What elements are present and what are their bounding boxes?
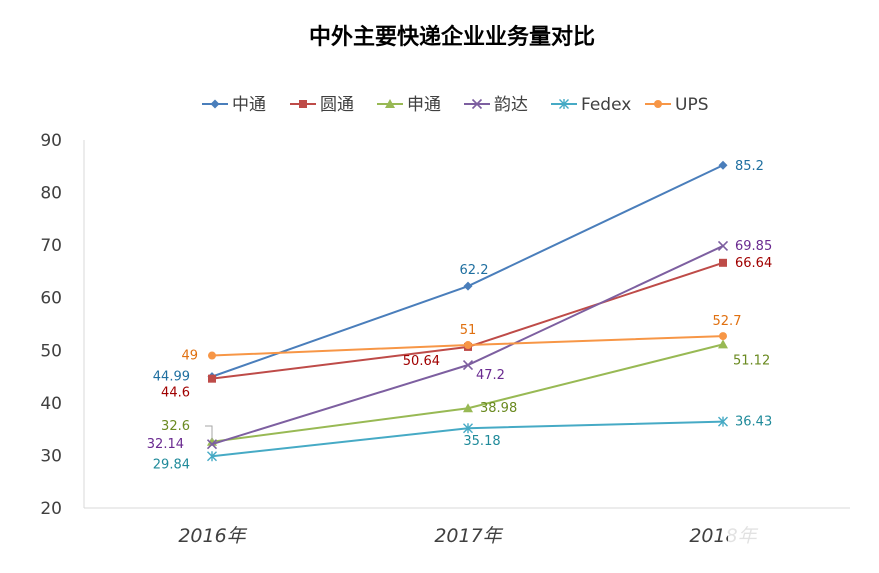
data-point bbox=[463, 403, 473, 413]
y-tick-label: 80 bbox=[40, 184, 62, 204]
legend-marker bbox=[654, 100, 662, 108]
legend-label: Fedex bbox=[581, 95, 631, 115]
data-point bbox=[462, 359, 474, 371]
legend-label: UPS bbox=[675, 95, 709, 115]
data-label: 62.2 bbox=[460, 263, 489, 278]
data-point bbox=[207, 451, 217, 462]
series-5 bbox=[208, 332, 727, 360]
legend-item: UPS bbox=[645, 95, 709, 115]
data-label: 85.2 bbox=[735, 159, 764, 174]
data-label: 32.6 bbox=[161, 419, 190, 434]
legend-marker bbox=[299, 100, 307, 108]
legend-item: 圆通 bbox=[290, 95, 354, 115]
legend-item: 韵达 bbox=[464, 95, 528, 115]
legend-label: 中通 bbox=[232, 95, 266, 115]
label-leader-line bbox=[205, 425, 213, 440]
series-layer bbox=[206, 160, 729, 462]
chart-title: 中外主要快递企业业务量对比 bbox=[309, 24, 595, 50]
data-label: 50.64 bbox=[403, 354, 440, 369]
y-tick-label: 30 bbox=[40, 446, 62, 466]
legend-label: 申通 bbox=[407, 95, 441, 115]
legend-item: 中通 bbox=[202, 95, 266, 115]
data-label: 29.84 bbox=[153, 457, 190, 472]
legend-marker bbox=[471, 98, 483, 110]
data-point bbox=[206, 439, 218, 450]
data-label: 35.18 bbox=[463, 434, 500, 449]
data-label: 36.43 bbox=[735, 415, 772, 430]
series-4 bbox=[207, 416, 728, 462]
x-tick-label: 2017年 bbox=[434, 525, 503, 547]
legend-label: 韵达 bbox=[494, 95, 528, 115]
watermark-patch bbox=[728, 512, 808, 552]
data-point bbox=[208, 351, 216, 360]
data-point bbox=[718, 160, 728, 170]
data-label: 66.64 bbox=[735, 256, 772, 271]
y-tick-label: 70 bbox=[40, 236, 62, 256]
data-label: 47.2 bbox=[476, 368, 505, 383]
data-labels: 44.99 62.2 85.2 44.6 50.64 66.64 32.6 38.98 51.1… bbox=[147, 159, 772, 472]
legend-label: 圆通 bbox=[320, 95, 354, 115]
series-3 bbox=[206, 240, 729, 450]
series-line bbox=[211, 261, 724, 380]
data-point bbox=[208, 374, 216, 383]
data-label: 51 bbox=[460, 323, 477, 338]
legend: 中通 圆通 申通 韵达 Fedex UPS bbox=[202, 95, 709, 115]
legend-marker bbox=[210, 99, 220, 109]
y-tick-label: 90 bbox=[40, 131, 62, 151]
data-point bbox=[717, 240, 729, 251]
data-point bbox=[719, 332, 727, 341]
data-label: 44.99 bbox=[153, 370, 190, 385]
y-tick-label: 60 bbox=[40, 289, 62, 309]
data-label: 49 bbox=[181, 349, 198, 364]
series-2 bbox=[207, 339, 728, 446]
legend-item: Fedex bbox=[551, 95, 631, 115]
legend-marker bbox=[559, 99, 569, 109]
data-point bbox=[718, 416, 728, 427]
data-label: 38.98 bbox=[480, 401, 517, 416]
legend-marker bbox=[385, 99, 395, 108]
x-tick-label: 2016年 bbox=[178, 525, 247, 547]
data-point bbox=[463, 281, 473, 291]
data-label: 44.6 bbox=[161, 386, 190, 401]
y-tick-label: 40 bbox=[40, 394, 62, 414]
data-point bbox=[464, 341, 472, 350]
data-label: 52.7 bbox=[713, 314, 742, 329]
y-tick-label: 50 bbox=[40, 341, 62, 361]
data-point bbox=[719, 258, 727, 267]
legend-item: 申通 bbox=[377, 95, 441, 115]
data-label: 32.14 bbox=[147, 437, 184, 452]
y-tick-label: 20 bbox=[40, 499, 62, 519]
data-point bbox=[718, 339, 728, 349]
data-label: 51.12 bbox=[733, 353, 770, 368]
data-point bbox=[463, 423, 473, 434]
data-label: 69.85 bbox=[735, 239, 772, 254]
